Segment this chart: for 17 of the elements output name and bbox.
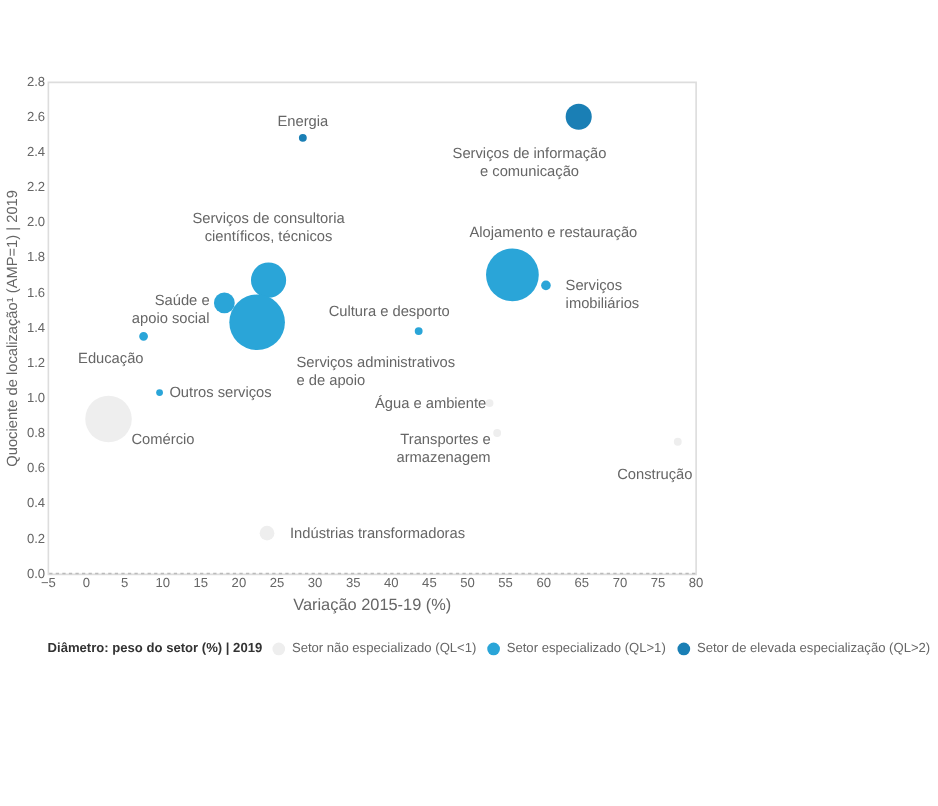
annotation: Serviços administrativos e de apoio (296, 352, 456, 389)
annotation: Serviços imobiliários (565, 276, 640, 313)
annotation: Transportes e armazenagem (396, 430, 491, 467)
annotation: Educação (78, 348, 144, 367)
annotation: Cultura e desporto (328, 302, 450, 321)
annotation: Água e ambiente (374, 394, 487, 413)
annotation: Serviços de informação e comunicação (452, 143, 607, 180)
y-axis-title: Quociente de localização¹ (AMP=1) | 2019 (3, 190, 22, 467)
annotation: Energia (277, 112, 331, 131)
x-axis-title: Variação 2015-19 (%) (293, 596, 452, 615)
annotation: Outros serviços (169, 383, 273, 402)
annotation: Construção (617, 465, 693, 484)
annotation: Indústrias transformadoras (289, 524, 466, 543)
annotation: Alojamento e restauração (469, 223, 638, 242)
annotation: Serviços de consultoria científicos, técnicos (192, 208, 347, 245)
annotation: Saúde e apoio social (131, 290, 211, 327)
annotation: Comércio (131, 429, 195, 448)
